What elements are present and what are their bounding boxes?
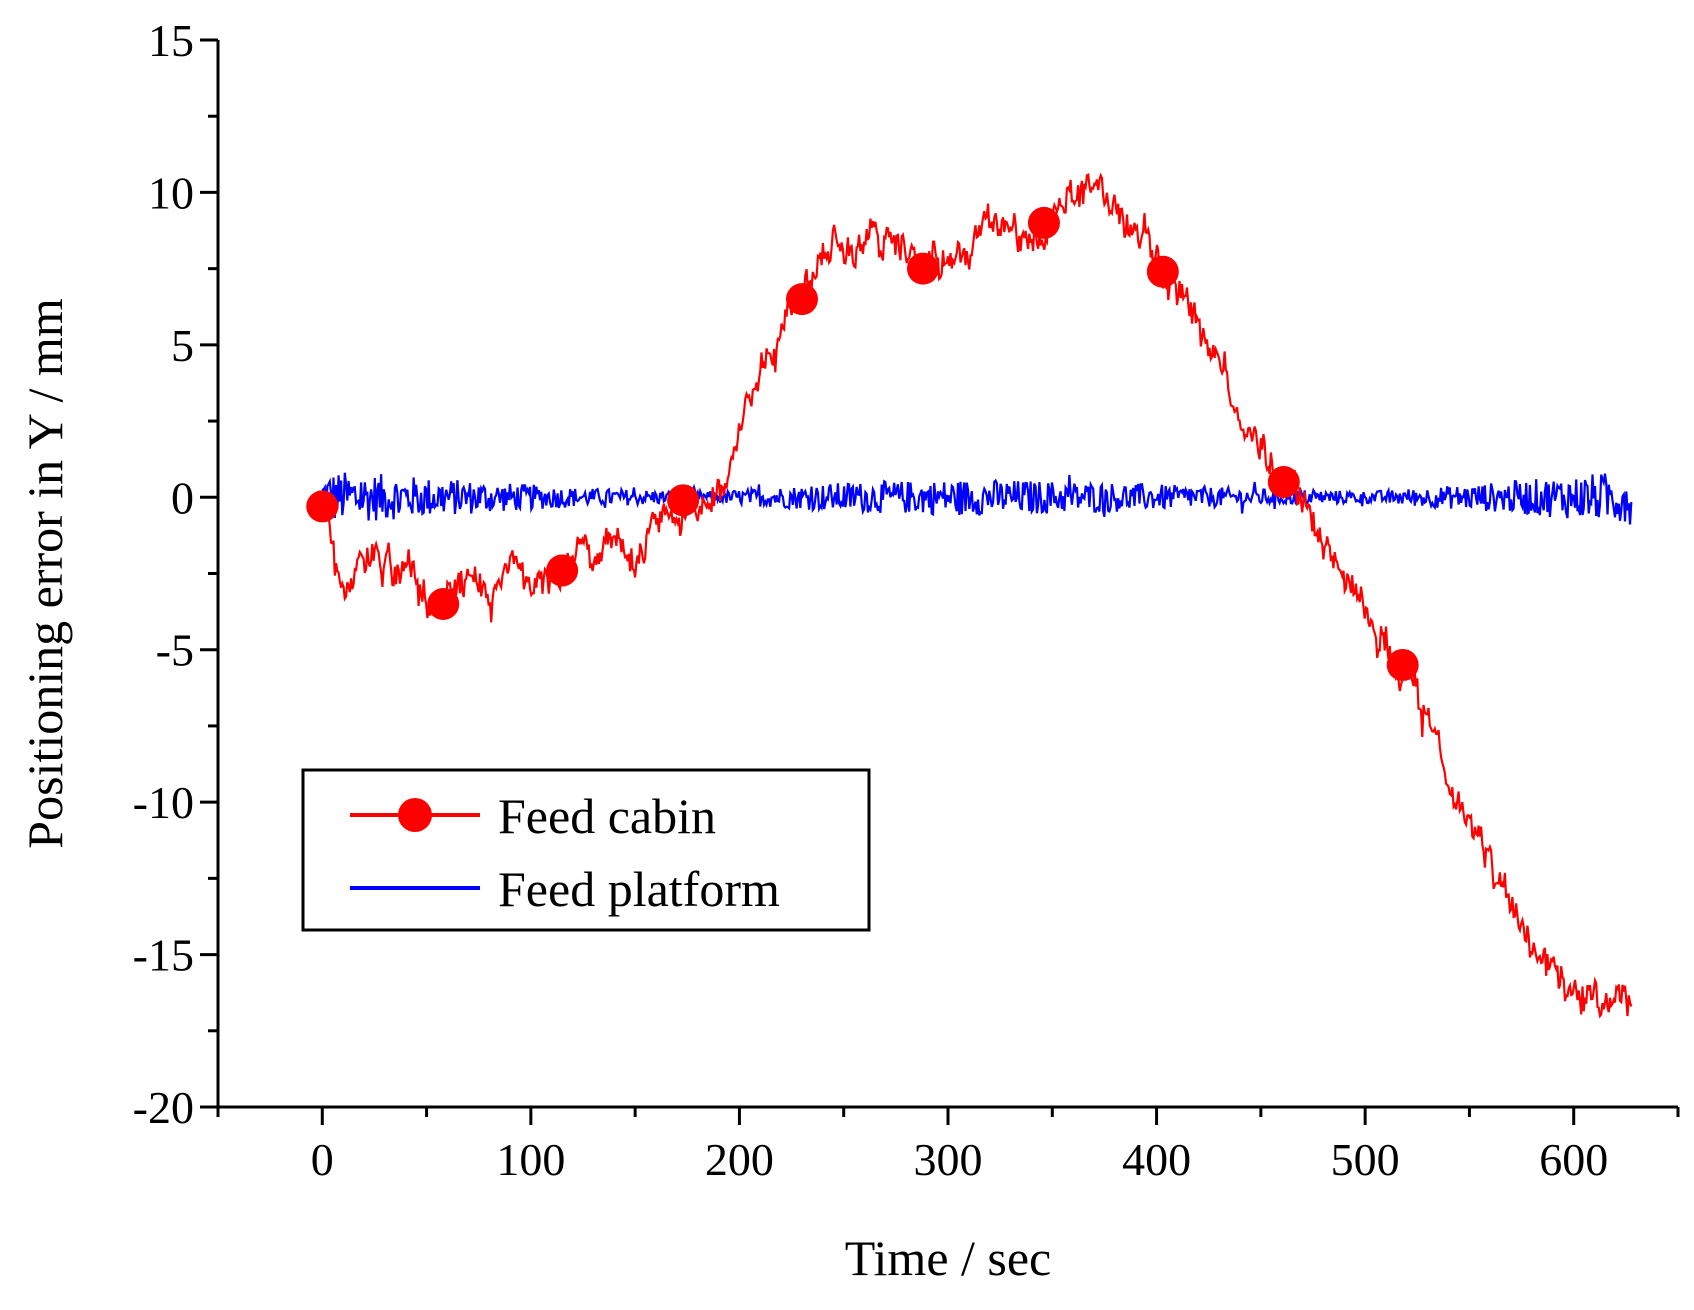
x-tick-label: 0 — [311, 1134, 334, 1185]
x-tick-label: 600 — [1539, 1134, 1608, 1185]
series-feed-cabin — [321, 172, 1633, 1019]
y-tick-label: -20 — [133, 1082, 194, 1133]
y-tick-label: 5 — [171, 320, 194, 371]
feed-cabin-marker — [786, 283, 818, 316]
x-axis-title: Time / sec — [845, 1230, 1052, 1286]
x-axis-ticks: 0 100 200 300 400 500 600 — [216, 1107, 1680, 1185]
y-axis-ticks: 15 10 5 0 -5 -10 -15 -20 — [133, 15, 218, 1133]
feed-cabin-marker — [1267, 466, 1300, 499]
x-tick-label: 500 — [1331, 1134, 1400, 1185]
y-tick-label: 0 — [171, 472, 194, 523]
feed-cabin-marker — [306, 490, 339, 523]
x-tick-label: 400 — [1122, 1134, 1191, 1185]
feed-platform-line — [321, 472, 1633, 525]
y-tick-label: -10 — [133, 777, 194, 828]
legend-label-feed-platform: Feed platform — [498, 861, 780, 917]
series-feed-cabin-markers — [306, 206, 1419, 681]
plot-area — [306, 172, 1633, 1019]
y-axis-title: Positioning error in Y / mm — [17, 298, 73, 849]
feed-cabin-marker — [1386, 648, 1419, 681]
feed-cabin-marker — [546, 554, 579, 587]
feed-cabin-marker — [1146, 255, 1179, 288]
y-tick-label: 15 — [148, 15, 194, 66]
x-tick-label: 200 — [705, 1134, 774, 1185]
feed-cabin-marker — [667, 484, 700, 517]
feed-cabin-marker — [1027, 206, 1060, 239]
feed-cabin-marker — [427, 587, 460, 620]
x-tick-label: 100 — [496, 1134, 565, 1185]
y-tick-label: -15 — [133, 930, 194, 981]
legend: Feed cabin Feed platform — [301, 768, 871, 932]
feed-cabin-marker — [906, 252, 939, 285]
legend-marker-feed-cabin — [398, 798, 432, 832]
axes: 15 10 5 0 -5 -10 -15 -20 0 100 200 300 400 500 600 — [133, 15, 1680, 1185]
y-tick-label: 10 — [148, 167, 194, 218]
legend-label-feed-cabin: Feed cabin — [498, 788, 716, 844]
feed-cabin-line — [321, 172, 1633, 1019]
series-feed-platform — [321, 472, 1633, 525]
y-tick-label: -5 — [156, 625, 194, 676]
legend-box — [301, 768, 871, 932]
x-tick-label: 300 — [914, 1134, 983, 1185]
